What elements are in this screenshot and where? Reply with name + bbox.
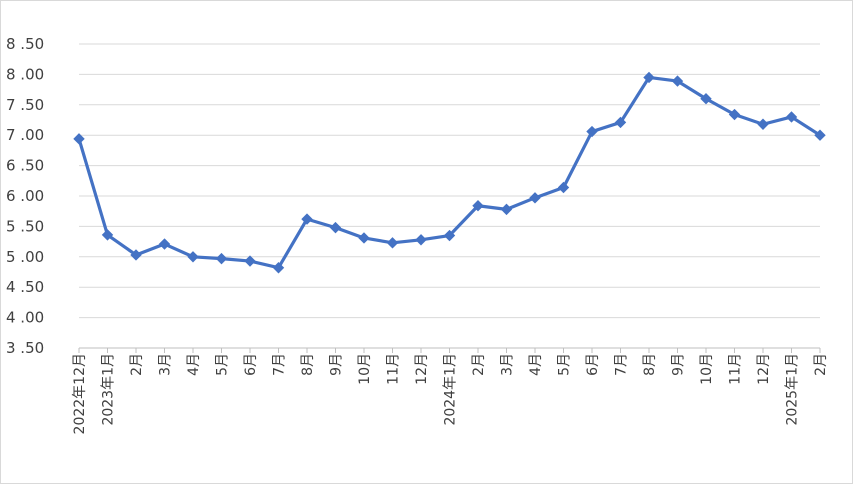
x-tick-label: 11月	[728, 353, 744, 385]
y-tick-label: 6 .00	[6, 187, 44, 205]
series-markers	[73, 71, 826, 274]
y-tick-label: 8 .00	[6, 65, 44, 83]
y-tick-label: 7 .00	[6, 126, 44, 144]
x-tick-label: 7月	[614, 353, 630, 376]
gridlines	[79, 43, 820, 319]
y-tick-label: 5 .50	[6, 217, 44, 235]
x-tick-label: 8月	[642, 353, 658, 376]
data-point	[700, 93, 712, 105]
data-point	[215, 252, 228, 265]
y-tick-label: 4 .50	[6, 278, 44, 296]
x-tick-label: 2023年1月	[101, 353, 117, 426]
x-tick-label: 2022年12月	[72, 353, 88, 434]
x-tick-label: 4月	[186, 353, 202, 376]
x-tick-label: 6月	[585, 353, 601, 376]
data-point	[757, 118, 769, 130]
data-point	[101, 229, 114, 241]
x-tick-label: 5月	[215, 353, 231, 376]
x-tick-label: 9月	[671, 353, 687, 376]
data-point	[586, 125, 598, 138]
data-point	[557, 181, 570, 194]
data-point	[358, 232, 370, 244]
x-tick-label: 12月	[414, 353, 430, 385]
x-tick-label: 2025年1月	[785, 353, 801, 426]
x-tick-label: 3月	[500, 353, 516, 376]
data-point	[643, 71, 655, 84]
data-point	[443, 229, 456, 242]
data-point	[301, 213, 313, 225]
y-tick-label: 4 .00	[6, 309, 44, 327]
x-tick-label: 12月	[756, 353, 772, 385]
y-tick-label: 5 .00	[6, 248, 44, 266]
x-tick-label: 10月	[357, 353, 373, 385]
x-tick-label: 2月	[129, 353, 145, 376]
y-tick-label: 7 .50	[6, 96, 44, 114]
y-tick-label: 6 .50	[6, 157, 44, 175]
x-axis: 2022年12月 2023年1月 2月 3月 4月 5月 6月 7月 8月 9月 10月 11月 12月…	[72, 347, 829, 434]
x-tick-label: 3月	[158, 353, 174, 376]
data-point	[614, 116, 627, 129]
x-tick-label: 8月	[300, 353, 316, 376]
data-point	[329, 221, 342, 234]
x-tick-label: 9月	[329, 353, 345, 376]
y-axis-ticks: 3 .50 4 .00 4 .50 5 .00 5 .50 6 .00 6 .50 7 .00…	[6, 35, 44, 357]
data-point	[500, 203, 513, 216]
data-point	[529, 192, 541, 204]
data-point	[73, 133, 85, 145]
data-point	[728, 108, 741, 121]
data-point	[472, 200, 484, 212]
x-tick-label: 10月	[699, 353, 715, 385]
data-point	[187, 251, 199, 263]
data-point	[158, 238, 171, 250]
x-tick-label: 11月	[386, 353, 402, 385]
data-point	[671, 75, 684, 87]
data-point	[386, 237, 399, 249]
data-point	[244, 255, 256, 267]
data-point	[272, 262, 285, 274]
data-point	[785, 111, 798, 123]
x-tick-label: 2月	[471, 353, 487, 376]
y-tick-label: 8 .50	[6, 35, 44, 53]
x-tick-label: 2月	[813, 353, 829, 376]
data-point	[814, 129, 826, 141]
y-tick-label: 3 .50	[6, 339, 44, 357]
x-tick-label: 4月	[528, 353, 544, 376]
data-point	[415, 234, 427, 246]
x-tick-label: 2024年1月	[443, 353, 459, 426]
x-tick-label: 5月	[557, 353, 573, 376]
x-tick-label: 6月	[243, 353, 259, 376]
x-tick-label: 7月	[272, 353, 288, 376]
data-point	[130, 249, 142, 261]
